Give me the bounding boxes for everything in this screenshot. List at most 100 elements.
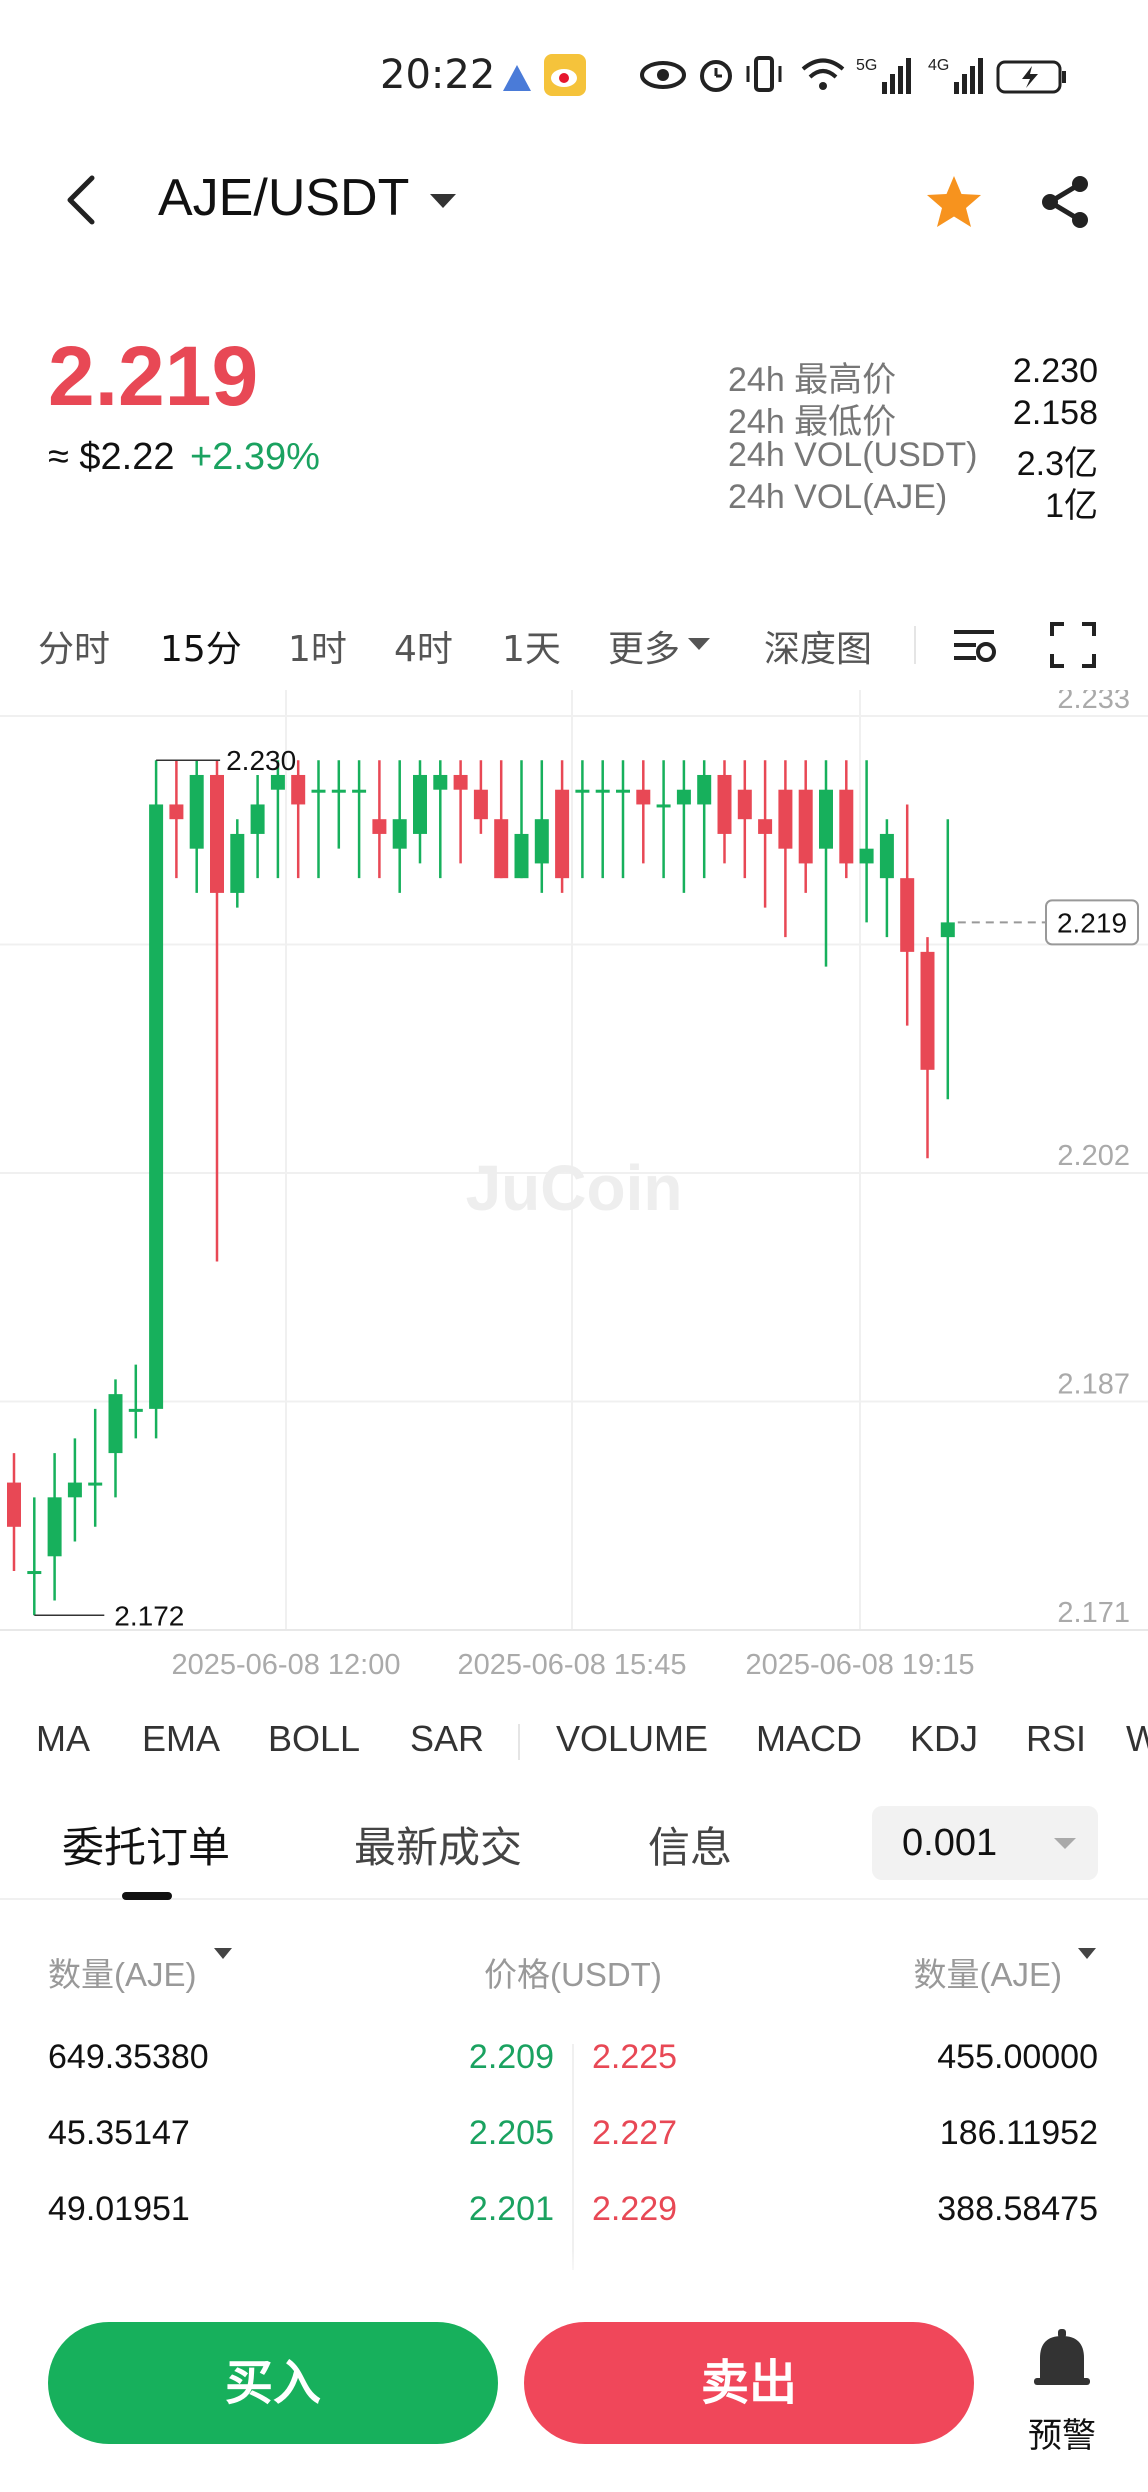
tab-1h[interactable]: 1时 bbox=[288, 629, 347, 670]
candlestick-chart[interactable]: 2.2332.2182.2022.1872.171JuCoin2025-06-0… bbox=[0, 690, 1148, 1680]
signal-4g-icon: 4G bbox=[928, 57, 983, 94]
star-icon[interactable] bbox=[924, 172, 984, 232]
vibrate-icon bbox=[746, 56, 782, 92]
chevron-down-icon[interactable] bbox=[430, 194, 456, 208]
tab-15m[interactable]: 15分 bbox=[160, 629, 242, 670]
stat-value: 2.230 bbox=[1012, 352, 1098, 390]
tab-latest-trades[interactable]: 最新成交 bbox=[354, 1823, 523, 1872]
order-book-row[interactable]: 49.01951 2.201 2.229 388.58475 bbox=[0, 2190, 1148, 2250]
ask-qty-header[interactable]: 数量(AJE) bbox=[913, 1956, 1063, 1993]
battery-icon bbox=[996, 60, 1066, 94]
sell-button[interactable]: 卖出 bbox=[524, 2322, 974, 2444]
location-icon bbox=[503, 65, 531, 91]
stat-value: 2.158 bbox=[1012, 394, 1098, 432]
divider bbox=[572, 2044, 574, 2278]
tab-1d[interactable]: 1天 bbox=[502, 629, 561, 670]
candle-body bbox=[839, 789, 854, 864]
stat-vol-usdt: 24h VOL(USDT) 2.3亿 bbox=[728, 436, 1098, 483]
indicator-rsi[interactable]: RSI bbox=[1026, 1718, 1087, 1759]
candle-body bbox=[372, 819, 387, 834]
candle-body bbox=[636, 789, 651, 805]
candle-body bbox=[900, 878, 915, 952]
candle-body bbox=[819, 789, 833, 849]
divider bbox=[518, 1724, 520, 1760]
candle-body bbox=[778, 789, 793, 849]
status-bar: 20:22 5G 4G bbox=[0, 52, 1148, 112]
candle-body bbox=[514, 833, 529, 879]
low-label: 2.172 bbox=[114, 1600, 184, 1631]
indicator-volume[interactable]: VOLUME bbox=[556, 1718, 709, 1759]
last-price: 2.219 bbox=[48, 329, 259, 423]
stat-label: 24h 最高价 bbox=[728, 361, 897, 399]
ask-price: 2.227 bbox=[592, 2114, 678, 2152]
candle-body bbox=[717, 774, 732, 834]
svg-text:4G: 4G bbox=[928, 57, 949, 74]
tab-more[interactable]: 更多 bbox=[608, 629, 681, 670]
tab-4h[interactable]: 4时 bbox=[394, 629, 453, 670]
candle-body bbox=[676, 789, 691, 805]
tab-orders[interactable]: 委托订单 bbox=[62, 1823, 231, 1872]
x-tick-label: 2025-06-08 15:45 bbox=[458, 1649, 687, 1680]
candle-body bbox=[798, 789, 813, 864]
buy-button[interactable]: 买入 bbox=[48, 2322, 498, 2444]
bid-qty: 649.35380 bbox=[48, 2038, 209, 2076]
bid-qty: 49.01951 bbox=[48, 2190, 190, 2228]
y-tick-label: 2.202 bbox=[1057, 1140, 1130, 1172]
current-price-label: 2.219 bbox=[1057, 907, 1127, 938]
share-icon[interactable] bbox=[1036, 172, 1096, 232]
candle-body bbox=[879, 833, 894, 879]
y-tick-label: 2.233 bbox=[1057, 690, 1130, 715]
chevron-down-icon[interactable] bbox=[1078, 1948, 1096, 1959]
signal-5g-icon: 5G bbox=[856, 57, 911, 94]
x-tick-label: 2025-06-08 19:15 bbox=[746, 1649, 975, 1680]
candle-body bbox=[331, 789, 346, 793]
pair-title[interactable]: AJE/USDT bbox=[158, 169, 410, 227]
candle-body bbox=[555, 789, 570, 879]
bottom-action-bar: 买入 卖出 预警 bbox=[0, 2270, 1148, 2492]
price-alert-button[interactable]: 预警 bbox=[1022, 2326, 1102, 2456]
candle-body bbox=[311, 789, 326, 793]
candle-body bbox=[67, 1482, 82, 1498]
order-book-row[interactable]: 649.35380 2.209 2.225 455.00000 bbox=[0, 2038, 1148, 2098]
bid-price: 2.205 bbox=[468, 2114, 554, 2152]
stat-high: 24h 最高价 2.230 bbox=[728, 352, 1098, 399]
indicator-tabs: MA EMA BOLL SAR VOLUME MACD KDJ RSI W bbox=[0, 1710, 1148, 1770]
price-change: +2.39% bbox=[190, 436, 320, 478]
candle-body bbox=[149, 804, 164, 1409]
ask-qty: 388.58475 bbox=[937, 2190, 1098, 2228]
candle-body bbox=[534, 819, 549, 864]
chevron-down-icon[interactable] bbox=[214, 1948, 232, 1959]
back-icon[interactable] bbox=[58, 172, 108, 228]
order-book-row[interactable]: 45.35147 2.205 2.227 186.11952 bbox=[0, 2114, 1148, 2174]
indicator-macd[interactable]: MACD bbox=[756, 1718, 862, 1759]
stat-label: 24h 最低价 bbox=[728, 403, 897, 441]
status-time: 20:22 bbox=[380, 52, 496, 98]
candle-body bbox=[270, 774, 285, 790]
tab-depth[interactable]: 深度图 bbox=[764, 629, 873, 670]
precision-select[interactable]: 0.001 bbox=[872, 1806, 1098, 1880]
fullscreen-icon[interactable] bbox=[1048, 620, 1098, 670]
tab-info[interactable]: 信息 bbox=[648, 1823, 733, 1872]
order-book-header: 数量(AJE) 价格(USDT) 数量(AJE) bbox=[0, 1948, 1148, 1998]
bid-price: 2.209 bbox=[468, 2038, 554, 2076]
chart-settings-icon[interactable] bbox=[950, 620, 1000, 670]
indicator-ema[interactable]: EMA bbox=[142, 1718, 221, 1759]
candle-body bbox=[616, 789, 630, 793]
watermark: JuCoin bbox=[466, 1152, 683, 1224]
svg-text:5G: 5G bbox=[856, 57, 877, 74]
bid-qty-header[interactable]: 数量(AJE) bbox=[48, 1956, 197, 1993]
indicator-boll[interactable]: BOLL bbox=[268, 1718, 361, 1759]
indicator-w[interactable]: W bbox=[1126, 1718, 1148, 1759]
candle-body bbox=[250, 804, 265, 834]
x-tick-label: 2025-06-08 12:00 bbox=[172, 1649, 401, 1680]
candle-body bbox=[758, 819, 773, 834]
indicator-sar[interactable]: SAR bbox=[410, 1718, 485, 1759]
indicator-kdj[interactable]: KDJ bbox=[910, 1718, 979, 1759]
indicator-ma[interactable]: MA bbox=[36, 1718, 90, 1759]
candle-body bbox=[413, 774, 427, 834]
chevron-down-icon[interactable] bbox=[688, 638, 710, 650]
candle-body bbox=[737, 789, 752, 820]
tab-timeline[interactable]: 分时 bbox=[38, 629, 111, 670]
candle-body bbox=[108, 1394, 123, 1454]
eye-icon bbox=[640, 61, 686, 89]
